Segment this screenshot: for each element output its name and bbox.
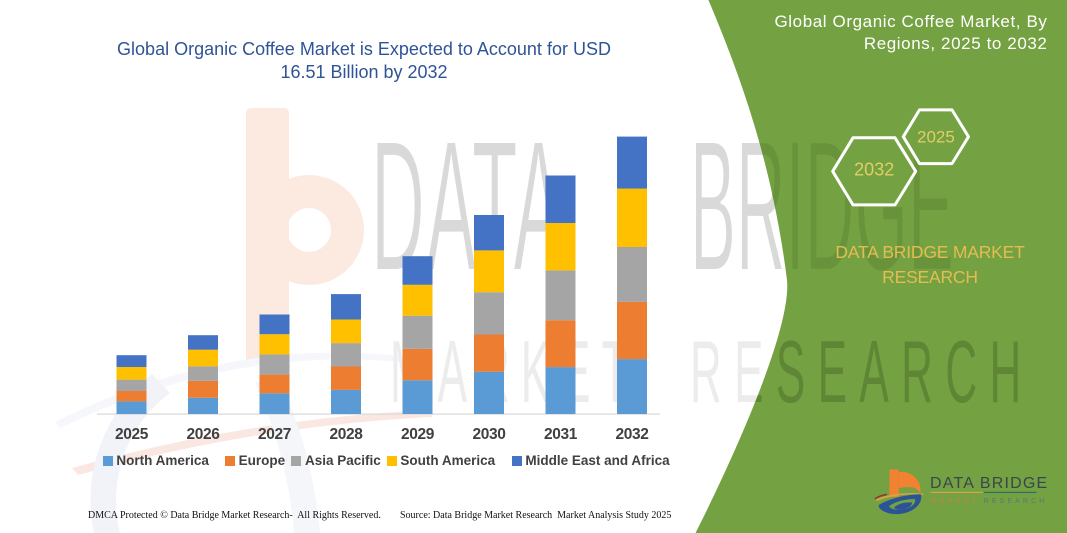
svg-text:RESEARCH: RESEARCH [690,322,1034,421]
svg-text:DATA: DATA [371,103,565,310]
svg-text:2025: 2025 [917,128,955,147]
svg-text:MARKET: MARKET [390,322,639,421]
svg-text:2032: 2032 [854,160,894,180]
svg-text:DATA: DATA [371,103,565,310]
svg-text:DATA BRIDGE: DATA BRIDGE [930,475,1048,492]
svg-text:MARKET RESEARCH: MARKET RESEARCH [931,498,1047,505]
